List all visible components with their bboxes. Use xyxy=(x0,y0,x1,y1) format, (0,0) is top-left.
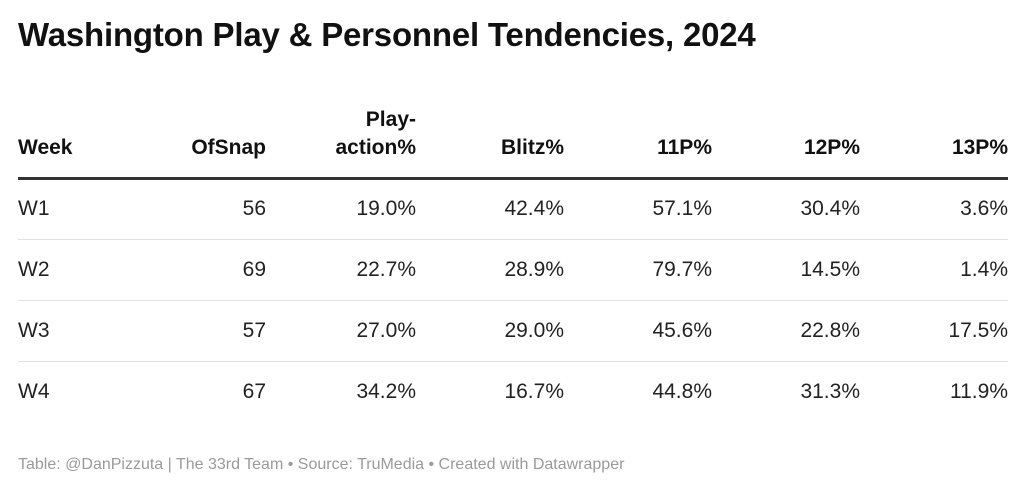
cell-play-action: 22.7% xyxy=(266,239,416,301)
footer-credits: Table: @DanPizzuta | The 33rd Team • Sou… xyxy=(18,456,625,473)
cell-13p: 1.4% xyxy=(860,239,1008,301)
cell-blitz: 29.0% xyxy=(416,300,564,362)
data-table: Week OfSnap Play-action% Blitz% 11P% 12P… xyxy=(18,103,1008,422)
cell-ofsnap: 69 xyxy=(118,239,266,301)
cell-week: W1 xyxy=(18,178,118,240)
table-row: W1 56 19.0% 42.4% 57.1% 30.4% 3.6% xyxy=(18,178,1008,240)
column-header-week[interactable]: Week xyxy=(18,103,118,180)
cell-play-action: 34.2% xyxy=(356,379,416,403)
chart-title: Washington Play & Personnel Tendencies, … xyxy=(18,16,756,53)
cell-13p: 3.6% xyxy=(860,178,1008,240)
play-action-header-label: Play-action% xyxy=(335,107,416,159)
cell-12p: 22.8% xyxy=(712,300,860,362)
cell-12p: 31.3% xyxy=(800,379,860,403)
cell-week: W4 xyxy=(18,379,50,403)
cell-11p: 44.8% xyxy=(652,379,712,403)
column-header-play-action[interactable]: Play-action% xyxy=(266,103,416,180)
table-row: W4 67 34.2% 16.7% 44.8% 31.3% 11.9% xyxy=(18,361,1008,422)
cell-13p: 11.9% xyxy=(950,379,1008,403)
cell-ofsnap: 57 xyxy=(118,300,266,362)
column-header-blitz[interactable]: Blitz% xyxy=(416,103,564,180)
column-header-ofsnap[interactable]: OfSnap xyxy=(118,103,266,180)
cell-ofsnap: 56 xyxy=(118,178,266,240)
cell-blitz: 28.9% xyxy=(416,239,564,301)
cell-blitz: 16.7% xyxy=(504,379,564,403)
cell-play-action: 27.0% xyxy=(266,300,416,362)
cell-12p: 30.4% xyxy=(712,178,860,240)
column-header-12p[interactable]: 12P% xyxy=(712,103,860,180)
cell-blitz: 42.4% xyxy=(416,178,564,240)
cell-11p: 79.7% xyxy=(564,239,712,301)
column-header-11p[interactable]: 11P% xyxy=(564,103,712,180)
table-row: W2 69 22.7% 28.9% 79.7% 14.5% 1.4% xyxy=(18,239,1008,301)
header-row: Week OfSnap Play-action% Blitz% 11P% 12P… xyxy=(18,103,1008,180)
cell-12p: 14.5% xyxy=(712,239,860,301)
cell-week: W3 xyxy=(18,300,118,362)
cell-11p: 45.6% xyxy=(564,300,712,362)
cell-13p: 17.5% xyxy=(860,300,1008,362)
cell-week: W2 xyxy=(18,239,118,301)
cell-11p: 57.1% xyxy=(564,178,712,240)
column-header-13p[interactable]: 13P% xyxy=(860,103,1008,180)
cell-ofsnap: 67 xyxy=(242,379,266,403)
table-row: W3 57 27.0% 29.0% 45.6% 22.8% 17.5% xyxy=(18,300,1008,362)
cell-play-action: 19.0% xyxy=(266,178,416,240)
